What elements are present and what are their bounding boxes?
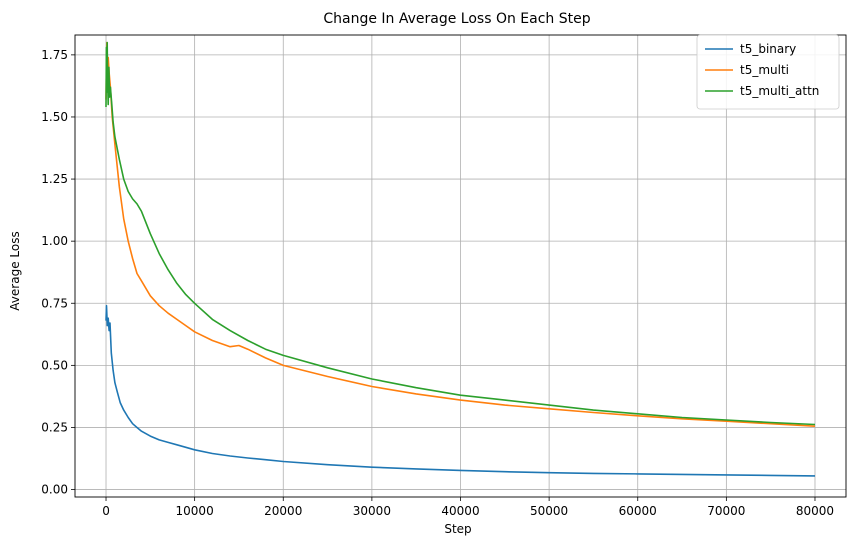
y-tick-label: 0.75 (41, 296, 68, 310)
x-axis-title: Step (444, 522, 471, 536)
legend-label: t5_multi (740, 63, 789, 77)
x-tick-label: 30000 (353, 504, 391, 518)
x-tick-label: 50000 (530, 504, 568, 518)
series-line-t5-binary (105, 304, 816, 477)
x-tick-label: 10000 (176, 504, 214, 518)
x-tick-label: 0 (102, 504, 110, 518)
legend-label: t5_binary (740, 42, 796, 56)
y-tick-label: 1.25 (41, 172, 68, 186)
y-axis-title: Average Loss (8, 231, 22, 310)
y-tick-label: 1.50 (41, 110, 68, 124)
y-tick-label: 0.25 (41, 420, 68, 434)
y-tick-label: 1.75 (41, 48, 68, 62)
axis-ticks: 0 10000 20000 30000 40000 50000 60000 70000 8000… (41, 48, 834, 518)
chart-title: Change In Average Loss On Each Step (323, 11, 590, 27)
y-tick-label: 0.00 (41, 483, 68, 497)
y-tick-label: 1.00 (41, 234, 68, 248)
x-tick-label: 20000 (264, 504, 302, 518)
series-lines (105, 41, 816, 477)
x-tick-label: 70000 (707, 504, 745, 518)
grid (75, 35, 846, 497)
x-tick-label: 80000 (796, 504, 834, 518)
legend: t5_binary t5_multi t5_multi_attn (696, 34, 840, 110)
x-tick-label: 40000 (441, 504, 479, 518)
y-tick-label: 0.50 (41, 358, 68, 372)
legend-label: t5_multi_attn (740, 84, 819, 98)
series-line-t5-multi-attn (105, 41, 816, 426)
x-tick-label: 60000 (619, 504, 657, 518)
